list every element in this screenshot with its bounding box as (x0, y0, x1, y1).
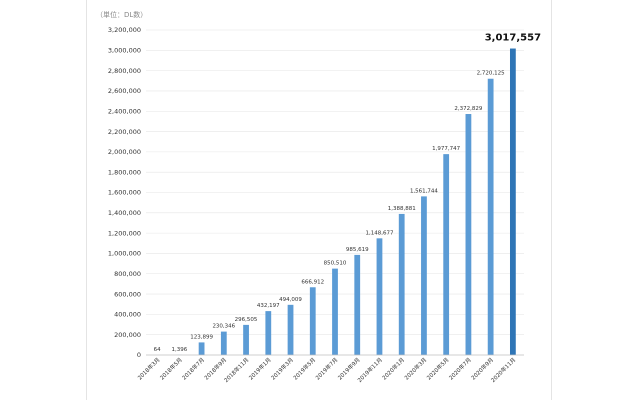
bar (198, 342, 205, 355)
y-tick-label: 2,600,000 (108, 87, 141, 95)
bars (154, 48, 516, 356)
y-tick-label: 600,000 (114, 290, 141, 298)
data-label: 432,197 (257, 303, 280, 309)
y-tick-label: 800,000 (114, 270, 141, 278)
y-axis-ticks: 0 200,000 400,000 600,000 800,000 1,000,000 1,… (108, 26, 141, 359)
y-tick-label: 2,000,000 (108, 148, 141, 156)
data-label: 1,977,747 (432, 146, 460, 152)
y-tick-label: 2,800,000 (108, 67, 141, 75)
data-label: 64 (154, 347, 161, 353)
bar (465, 114, 472, 355)
data-label: 1,396 (171, 347, 187, 353)
x-tick-label: 2019年1月 (247, 356, 273, 382)
y-tick-label: 1,600,000 (108, 189, 141, 197)
y-tick-label: 3,200,000 (108, 26, 141, 34)
x-tick-label: 2019年5月 (291, 356, 317, 382)
bar (332, 268, 338, 355)
data-label: 494,009 (279, 297, 302, 303)
y-tick-label: 200,000 (114, 331, 141, 339)
data-label: 1,561,744 (410, 188, 438, 194)
y-tick-label: 400,000 (114, 311, 141, 319)
data-label: 2,720,125 (477, 71, 505, 77)
y-tick-label: 1,000,000 (108, 250, 141, 258)
y-tick-label: 1,800,000 (108, 168, 141, 176)
x-tick-label: 2018年7月 (180, 356, 206, 382)
y-tick-label: 2,400,000 (108, 107, 141, 115)
bar (487, 78, 494, 355)
x-tick-label: 2019年3月 (269, 356, 295, 382)
x-tick-label: 2020年7月 (447, 356, 473, 382)
y-tick-label: 1,400,000 (108, 209, 141, 217)
data-label: 1,148,677 (365, 230, 393, 236)
x-tick-label: 2018年3月 (136, 356, 162, 382)
bar (443, 154, 450, 355)
data-label: 850,510 (324, 261, 347, 267)
x-tick-label: 2020年1月 (380, 356, 406, 382)
unit-label: （単位：DL数） (96, 11, 148, 19)
gridlines (146, 29, 524, 335)
data-label: 230,346 (212, 324, 235, 330)
data-label: 1,388,881 (388, 206, 416, 212)
y-tick-label: 2,200,000 (108, 128, 141, 136)
data-label: 666,912 (301, 279, 324, 285)
x-tick-label: 2019年7月 (314, 356, 340, 382)
y-tick-label: 1,200,000 (108, 229, 141, 237)
data-label: 123,899 (190, 334, 213, 340)
bar (354, 254, 361, 355)
x-tick-label: 2020年3月 (403, 356, 429, 382)
bar (265, 311, 272, 355)
bar (398, 213, 405, 355)
data-label: 3,017,557 (485, 33, 541, 44)
bar (509, 48, 516, 356)
x-tick-label: 2018年5月 (158, 356, 184, 382)
chart-frame (86, 0, 552, 400)
bar (220, 331, 227, 355)
data-label: 296,505 (235, 317, 258, 323)
data-label: 2,372,829 (454, 106, 482, 112)
bar (421, 196, 427, 355)
bar (309, 287, 316, 355)
bar (243, 324, 249, 355)
bar (287, 304, 294, 355)
data-label: 985,619 (346, 247, 369, 253)
x-tick-label: 2020年5月 (425, 356, 451, 382)
bar (376, 238, 383, 355)
y-tick-label: 0 (137, 351, 141, 359)
x-axis-labels: 2018年3月2018年5月2018年7月2018年9月2018年11月2019… (136, 356, 518, 384)
y-tick-label: 3,000,000 (108, 47, 141, 55)
